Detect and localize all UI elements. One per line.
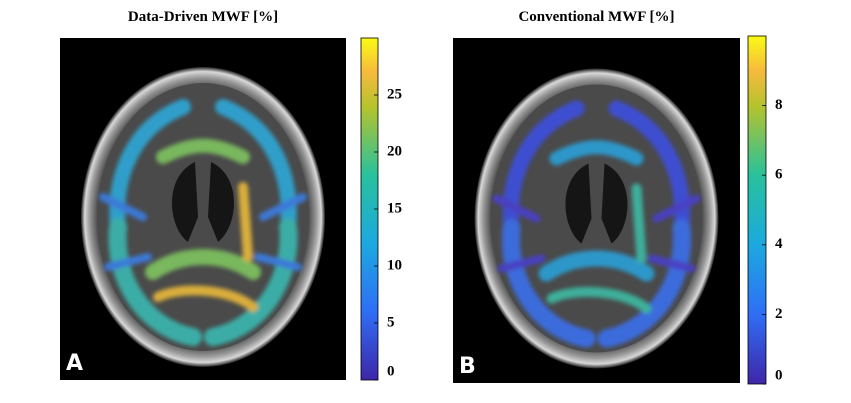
ventricles xyxy=(565,163,628,244)
panel: Data-Driven MWF [%] A 0 5 10 15 20 25 xyxy=(60,9,402,381)
myelin-region xyxy=(631,183,647,264)
myelin-region xyxy=(153,285,258,312)
myelin-region xyxy=(259,193,307,221)
colorbar-tick-label: 15 xyxy=(387,200,402,216)
colorbar-tick-label: 25 xyxy=(387,86,402,102)
myelin-region xyxy=(492,194,541,223)
colorbar-tick-label: 6 xyxy=(775,167,783,183)
panel-title: Conventional MWF [%] xyxy=(518,9,674,25)
myelin-region xyxy=(549,140,644,166)
myelin-region xyxy=(597,219,692,348)
panel-label: B xyxy=(459,354,476,379)
myelin-region xyxy=(497,254,546,273)
myelin-region xyxy=(652,194,701,223)
panel-label: A xyxy=(66,351,83,376)
myelin-region xyxy=(501,219,596,348)
myelin-region xyxy=(538,250,655,282)
myelin-region xyxy=(99,193,147,221)
white-matter-map xyxy=(492,100,701,348)
myelin-region xyxy=(156,138,250,164)
panel-title: Data-Driven MWF [%] xyxy=(128,9,278,25)
white-matter-map xyxy=(99,99,307,346)
myelin-region xyxy=(502,100,585,237)
panel: Conventional MWF [%] B 0 2 4 6 8 xyxy=(453,9,783,385)
myelin-region xyxy=(546,287,652,314)
myelin-region xyxy=(145,249,261,280)
colorbar-tick-label: 4 xyxy=(775,236,783,252)
colorbar-tick-label: 0 xyxy=(775,367,783,383)
colorbar xyxy=(747,35,767,385)
myelin-region xyxy=(204,218,298,346)
myelin-region xyxy=(215,99,297,235)
colorbar-tick-label: 5 xyxy=(387,314,395,330)
myelin-region xyxy=(647,254,696,273)
colorbar-tick-label: 0 xyxy=(387,363,395,379)
myelin-region xyxy=(254,253,302,271)
myelin-region xyxy=(104,253,152,271)
colorbar-tick-label: 2 xyxy=(775,306,783,322)
ventricles xyxy=(171,162,235,242)
myelin-region xyxy=(108,218,202,346)
myelin-region xyxy=(109,99,191,235)
colorbar-tick-label: 20 xyxy=(387,143,402,159)
colorbar-tick-label: 10 xyxy=(387,257,402,273)
myelin-region xyxy=(608,100,691,237)
brain xyxy=(490,84,703,353)
panels: Data-Driven MWF [%]A 0510152025Convention… xyxy=(60,9,783,385)
brain xyxy=(97,83,309,351)
colorbar-tick-label: 8 xyxy=(775,97,783,113)
myelin-region xyxy=(238,182,253,262)
